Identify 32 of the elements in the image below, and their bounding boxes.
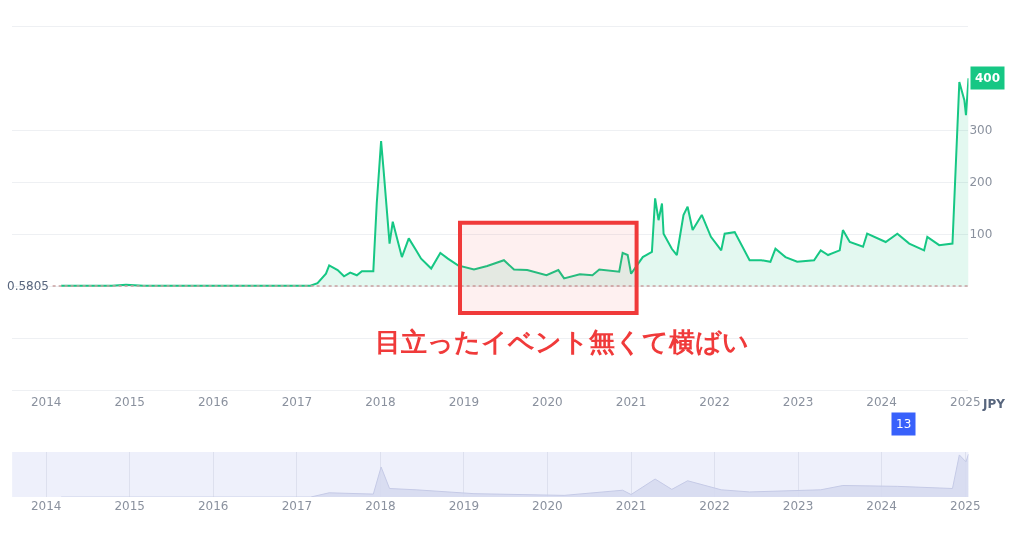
y-axis-title: JPY — [982, 397, 1006, 411]
x-tick-label: 2025 — [950, 499, 981, 514]
x-tick-label: 2023 — [782, 499, 814, 514]
x-tick-label: 2019 — [448, 394, 480, 409]
x-tick-label: 2020 — [532, 499, 563, 514]
text: 13 — [896, 417, 912, 431]
x-tick-label: 2014 — [30, 499, 62, 514]
ref-line-label: 0.5805 — [7, 279, 49, 293]
annotation: 400 — [975, 71, 1001, 85]
x-tick-label: 2024 — [866, 499, 897, 514]
y-tick-label: 300 — [969, 123, 993, 138]
x-tick-label: 2014 — [30, 394, 62, 409]
x-tick-label: 2016 — [197, 499, 229, 514]
x-tick-label: 2019 — [448, 499, 480, 514]
y-tick-label: 200 — [969, 175, 993, 190]
x-tick-label: 2017 — [281, 499, 313, 514]
x-tick-label: 2022 — [699, 499, 730, 514]
x-tick-label: 2017 — [281, 394, 313, 409]
x-tick-label: 2015 — [114, 394, 145, 409]
x-tick-label: 2015 — [114, 499, 145, 514]
x-tick-label: 2021 — [615, 499, 647, 514]
x-tick-label: 2020 — [532, 394, 563, 409]
x-tick-label: 2018 — [365, 394, 396, 409]
x-tick-label: 2018 — [365, 499, 396, 514]
x-tick-label: 2021 — [615, 394, 647, 409]
x-tick-label: 2022 — [699, 394, 730, 409]
x-tick-label: 2023 — [782, 394, 814, 409]
y-tick-label: 100 — [969, 227, 993, 242]
x-tick-label: 2016 — [197, 394, 229, 409]
band-label: 目立ったイベント無くて横ばい — [375, 327, 749, 357]
x-tick-label: 2025 — [950, 394, 981, 409]
x-tick-label: 2024 — [866, 394, 897, 409]
